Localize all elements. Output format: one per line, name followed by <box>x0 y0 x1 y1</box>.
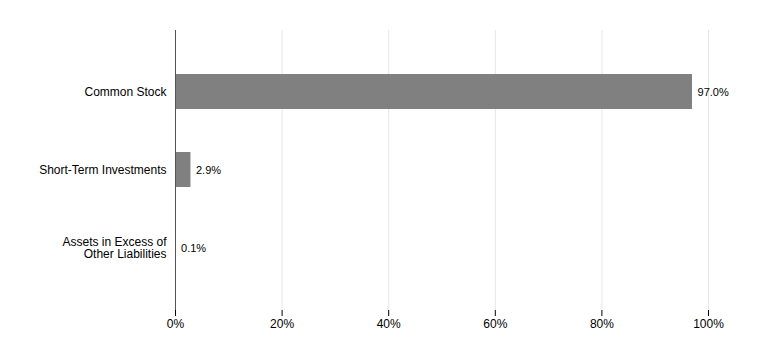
svg-text:2.9%: 2.9% <box>196 164 221 176</box>
svg-text:Assets in Excess ofOther Liabi: Assets in Excess ofOther Liabilities <box>62 235 167 261</box>
svg-text:60%: 60% <box>483 317 507 331</box>
svg-text:80%: 80% <box>590 317 614 331</box>
svg-text:Common Stock: Common Stock <box>84 85 167 99</box>
svg-text:97.0%: 97.0% <box>698 86 729 98</box>
svg-text:Short-Term Investments: Short-Term Investments <box>39 163 166 177</box>
svg-text:0%: 0% <box>167 317 185 331</box>
svg-text:40%: 40% <box>377 317 401 331</box>
svg-text:100%: 100% <box>693 317 724 331</box>
svg-text:0.1%: 0.1% <box>181 242 206 254</box>
svg-text:20%: 20% <box>270 317 294 331</box>
